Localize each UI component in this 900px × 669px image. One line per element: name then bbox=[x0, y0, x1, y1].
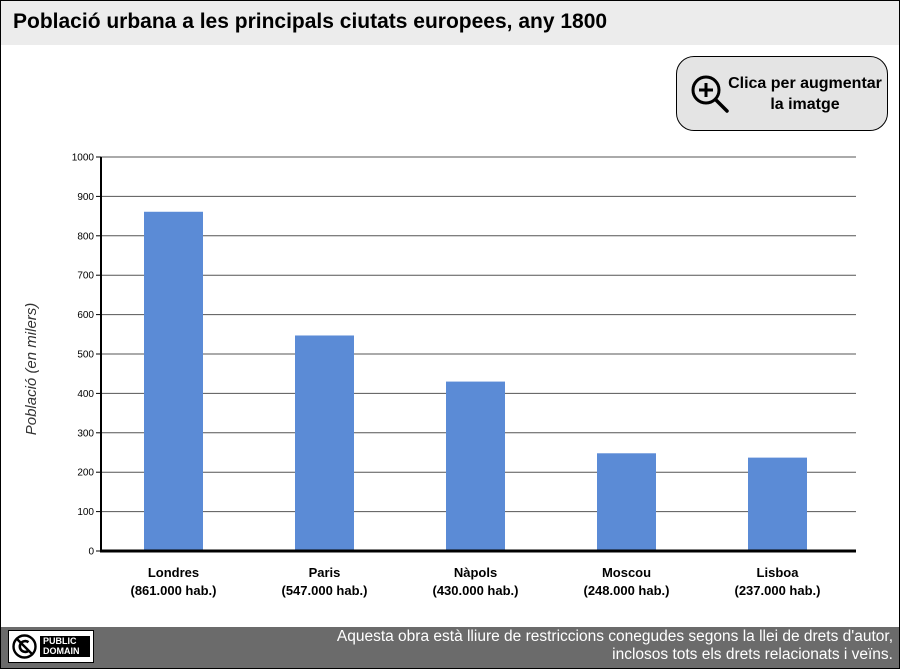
x-tick-label: Paris bbox=[309, 565, 341, 580]
bar-chart: 0 100 200 300 400 500 600 700 800 900 1000 Població… bbox=[23, 153, 856, 598]
x-tick-sublabel: (248.000 hab.) bbox=[584, 583, 670, 598]
y-tick-label: 200 bbox=[77, 468, 94, 479]
x-tick-sublabel: (430.000 hab.) bbox=[433, 583, 519, 598]
x-tick-sublabel: (547.000 hab.) bbox=[282, 583, 368, 598]
license-line-1: Aquesta obra està lliure de restriccions… bbox=[336, 628, 893, 645]
y-tick-label: 400 bbox=[77, 389, 94, 400]
bar bbox=[295, 335, 354, 551]
y-tick-label: 500 bbox=[77, 350, 94, 361]
zoom-label-line2: la imatge bbox=[770, 96, 840, 113]
zoom-button-label: Clica per augmentar la imatge bbox=[723, 73, 887, 115]
x-tick-sublabel: (237.000 hab.) bbox=[735, 583, 821, 598]
bar bbox=[597, 453, 656, 551]
y-tick-label: 1000 bbox=[72, 153, 95, 164]
license-footer: PUBLIC DOMAIN Aquesta obra està lliure d… bbox=[1, 627, 899, 668]
x-tick-sublabel: (861.000 hab.) bbox=[131, 583, 217, 598]
x-tick-label: Londres bbox=[148, 565, 199, 580]
zoom-in-icon bbox=[691, 75, 729, 113]
y-tick-label: 600 bbox=[77, 310, 94, 321]
page-title: Població urbana a les principals ciutats… bbox=[13, 10, 608, 33]
y-tick-label: 300 bbox=[77, 428, 94, 439]
x-tick-label: Nàpols bbox=[454, 565, 497, 580]
bar bbox=[144, 211, 203, 552]
y-tick-label: 900 bbox=[77, 192, 94, 203]
bar bbox=[446, 381, 505, 551]
license-text: Aquesta obra està lliure de restriccions… bbox=[337, 628, 893, 664]
y-tick-label: 0 bbox=[88, 547, 94, 558]
y-tick-label: 800 bbox=[77, 231, 94, 242]
x-tick-label: Moscou bbox=[602, 565, 651, 580]
public-domain-icon bbox=[12, 634, 37, 659]
license-line-2: inclosos tots els drets relacionats i ve… bbox=[612, 646, 893, 663]
public-domain-badge[interactable]: PUBLIC DOMAIN bbox=[8, 630, 94, 663]
bar bbox=[748, 457, 807, 551]
zoom-button[interactable]: Clica per augmentar la imatge bbox=[676, 56, 888, 131]
x-tick-label: Lisboa bbox=[757, 565, 800, 580]
zoom-label-line1: Clica per augmentar bbox=[728, 75, 882, 92]
title-bar: Població urbana a les principals ciutats… bbox=[1, 1, 899, 45]
y-tick-label: 700 bbox=[77, 271, 94, 282]
public-domain-text: PUBLIC DOMAIN bbox=[40, 636, 90, 657]
y-axis-label: Població (en milers) bbox=[23, 303, 40, 436]
y-tick-label: 100 bbox=[77, 507, 94, 518]
